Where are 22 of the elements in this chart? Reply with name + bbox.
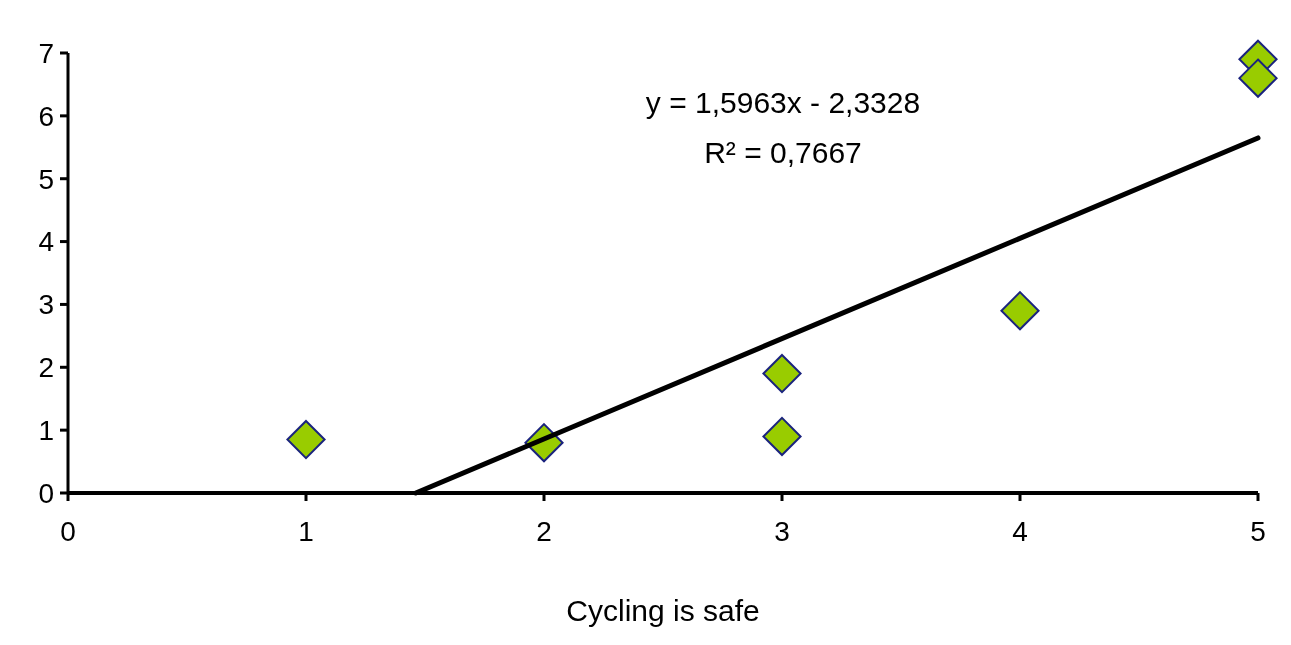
x-axis-title: Cycling is safe: [566, 594, 760, 627]
x-tick-label: 4: [1012, 516, 1028, 547]
y-tick-label: 6: [38, 100, 54, 132]
x-tick-label: 2: [536, 516, 552, 547]
point: [1238, 58, 1278, 98]
point: [762, 353, 802, 394]
y-tick-label: 3: [38, 289, 54, 321]
point: [1000, 291, 1040, 331]
annotation: y = 1,5963x - 2,3328: [645, 86, 921, 119]
x-tick-label: 0: [60, 516, 76, 547]
x-tick-label: 1: [298, 516, 314, 547]
x-tick-label: 5: [1250, 516, 1266, 547]
y-tick-label: 7: [38, 37, 54, 69]
y-tick-label: 4: [38, 226, 54, 258]
y-tick-label: 2: [38, 352, 54, 384]
y-tick-label: 1: [38, 414, 54, 446]
point: [286, 419, 326, 460]
y-tick-label: 0: [38, 477, 54, 509]
point: [762, 416, 802, 457]
annotation: R² = 0,7667: [704, 136, 862, 169]
y-tick-label: 5: [38, 163, 54, 195]
x-tick-label: 3: [774, 516, 790, 547]
